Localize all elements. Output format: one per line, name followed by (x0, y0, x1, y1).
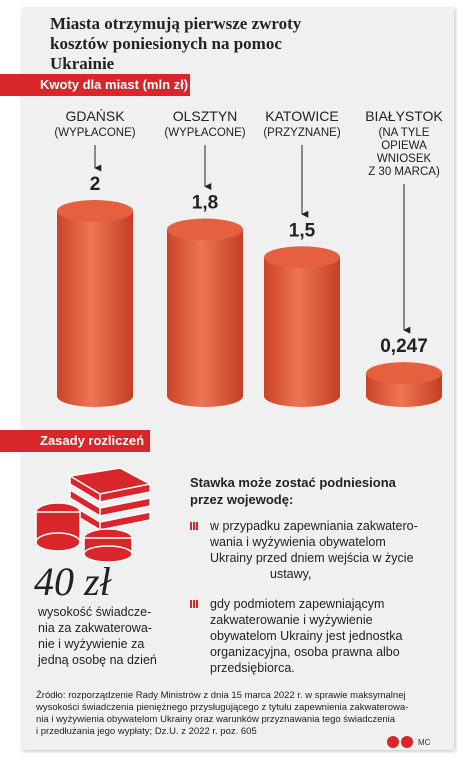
section-header: Zasady rozliczeń (0, 430, 150, 452)
cylinder-body (167, 229, 243, 407)
bullet-line: gdy podmiotem zapewniającym (210, 597, 385, 611)
chart-title: Miasta otrzymują pierwsze zwroty kosztów… (50, 14, 302, 73)
category-label: GDAŃSK (65, 108, 125, 124)
category-label: BIAŁYSTOK (365, 108, 443, 124)
bullet-icon (190, 522, 198, 530)
value-label: 1,8 (192, 193, 218, 214)
description-line: wysokość świadcze- (38, 605, 152, 619)
value-label: 2 (90, 174, 101, 195)
source-line: i przedłużania jego wypłaty; Dz.U. z 202… (36, 726, 257, 737)
category-note: (NA TYLE (379, 127, 430, 139)
cylinder (366, 362, 442, 407)
category-note: (WYPŁACONE) (54, 127, 135, 139)
category-note: (WYPŁACONE) (164, 127, 245, 139)
cylinder (57, 200, 133, 407)
bullet-line: wania i wyżywienia obywatelom (210, 535, 386, 549)
bullet-line: Ukrainy przed dniem wejścia w życie (210, 551, 414, 565)
bullet-icon (190, 600, 198, 608)
category-label: OLSZTYN (173, 108, 238, 124)
category-note: OPIEWA (381, 140, 427, 152)
cylinder-top (264, 246, 340, 269)
bullet-line: organizacyjna, osoba prawna albo (210, 645, 400, 659)
bullet-list: w przypadku zapewniania zakwatero-wania … (188, 518, 418, 690)
cylinder (167, 218, 243, 407)
heading-line: przez wojewodę: (190, 492, 294, 507)
logo (387, 736, 413, 748)
cylinder-top (366, 362, 442, 385)
cylinder-top (57, 200, 133, 222)
description-line: jedną osobę na dzień (38, 653, 157, 667)
coins-icon (35, 468, 153, 563)
bullet-line: ustawy, (270, 567, 312, 581)
description-line: nie i wyżywienie za (38, 637, 145, 651)
value-label: 0,247 (380, 336, 428, 357)
category-label: KATOWICE (265, 108, 338, 124)
bullet-item: gdy podmiotem zapewniającym zakwaterowani… (188, 596, 418, 676)
value-label: 1,5 (289, 220, 316, 241)
category-note: WNIOSEK (377, 153, 432, 165)
bullet-line: w przypadku zapewniania zakwatero- (210, 519, 418, 533)
bullet-line: przedsiębiorca. (210, 661, 295, 675)
cylinder-top (167, 218, 243, 241)
bullet-item: w przypadku zapewniania zakwatero-wania … (188, 518, 418, 582)
bullet-line: obywatelom Ukrainy jest jednostka (210, 629, 403, 643)
category-note: Z 30 MARCA) (368, 166, 440, 178)
source-line: wysokości świadczenia pieniężnego przysł… (36, 702, 409, 713)
source: Źródło: rozporządzenie Rady Ministrów z … (36, 690, 408, 738)
amount: 40 zł (34, 559, 111, 604)
cylinder (264, 246, 340, 407)
source-line: Źródło: rozporządzenie Rady Ministrów z … (36, 690, 406, 701)
source-line: nia i wyżywienia obywatelom Ukrainy oraz… (36, 714, 396, 725)
cylinder-body (264, 257, 340, 407)
cylinder-body (57, 211, 133, 407)
description-line: nia za zakwaterowa- (38, 621, 152, 635)
chart: GDAŃSK (WYPŁACONE) 2 OLSZTYN (WYPŁACONE) 1,8 K… (54, 108, 443, 407)
author: MC (418, 738, 431, 747)
bullet-line: zakwaterowanie i wyżywienie (210, 613, 373, 627)
category-note: (PRZYZNANE) (263, 127, 340, 139)
heading-line: Stawka może zostać podniesiona (190, 475, 396, 490)
amount-description: wysokość świadcze-nia za zakwaterowa-nie… (38, 604, 157, 668)
rules-heading: Stawka może zostać podniesiona przez woje… (190, 474, 396, 508)
section-header: Kwoty dla miast (mln zł) (0, 74, 190, 96)
